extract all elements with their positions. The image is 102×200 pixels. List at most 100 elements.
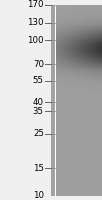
FancyBboxPatch shape [82,53,84,54]
FancyBboxPatch shape [56,132,102,133]
FancyBboxPatch shape [96,149,97,150]
FancyBboxPatch shape [78,23,79,24]
FancyBboxPatch shape [58,40,59,41]
FancyBboxPatch shape [72,31,73,32]
FancyBboxPatch shape [91,98,93,99]
FancyBboxPatch shape [63,53,64,54]
FancyBboxPatch shape [82,169,84,170]
FancyBboxPatch shape [97,187,99,188]
FancyBboxPatch shape [72,102,73,103]
FancyBboxPatch shape [65,146,67,147]
FancyBboxPatch shape [56,67,102,68]
FancyBboxPatch shape [70,46,72,47]
FancyBboxPatch shape [78,147,79,148]
FancyBboxPatch shape [73,140,75,141]
FancyBboxPatch shape [59,31,61,32]
FancyBboxPatch shape [87,11,88,12]
FancyBboxPatch shape [56,136,58,137]
FancyBboxPatch shape [100,106,102,107]
FancyBboxPatch shape [56,43,102,44]
FancyBboxPatch shape [88,127,90,128]
FancyBboxPatch shape [90,162,91,163]
FancyBboxPatch shape [59,126,61,127]
FancyBboxPatch shape [69,137,70,138]
FancyBboxPatch shape [56,89,58,90]
FancyBboxPatch shape [100,96,102,97]
FancyBboxPatch shape [100,192,102,193]
FancyBboxPatch shape [64,110,65,111]
FancyBboxPatch shape [96,114,97,115]
FancyBboxPatch shape [64,99,65,100]
FancyBboxPatch shape [90,49,91,50]
FancyBboxPatch shape [90,175,91,176]
FancyBboxPatch shape [59,143,61,144]
FancyBboxPatch shape [94,12,96,13]
FancyBboxPatch shape [97,192,99,193]
FancyBboxPatch shape [61,96,63,97]
FancyBboxPatch shape [61,139,63,140]
FancyBboxPatch shape [96,29,97,30]
FancyBboxPatch shape [96,91,97,92]
FancyBboxPatch shape [85,138,87,139]
FancyBboxPatch shape [93,106,94,107]
FancyBboxPatch shape [65,154,67,155]
FancyBboxPatch shape [91,109,93,110]
FancyBboxPatch shape [61,47,63,48]
FancyBboxPatch shape [59,155,61,156]
FancyBboxPatch shape [91,18,93,19]
FancyBboxPatch shape [82,92,84,93]
FancyBboxPatch shape [94,45,96,46]
FancyBboxPatch shape [58,159,59,160]
FancyBboxPatch shape [87,132,88,133]
FancyBboxPatch shape [84,105,85,106]
FancyBboxPatch shape [90,69,91,70]
FancyBboxPatch shape [58,158,59,159]
FancyBboxPatch shape [76,36,78,37]
FancyBboxPatch shape [81,136,82,137]
FancyBboxPatch shape [69,21,70,22]
FancyBboxPatch shape [61,146,63,147]
FancyBboxPatch shape [97,120,99,121]
FancyBboxPatch shape [58,77,59,78]
FancyBboxPatch shape [94,75,96,76]
FancyBboxPatch shape [76,170,78,171]
FancyBboxPatch shape [79,81,81,82]
FancyBboxPatch shape [59,160,61,161]
FancyBboxPatch shape [75,170,76,171]
FancyBboxPatch shape [69,78,70,79]
FancyBboxPatch shape [69,188,70,189]
FancyBboxPatch shape [75,40,76,41]
FancyBboxPatch shape [87,97,88,98]
FancyBboxPatch shape [96,21,97,22]
FancyBboxPatch shape [99,108,100,109]
FancyBboxPatch shape [72,89,73,90]
FancyBboxPatch shape [87,142,88,143]
FancyBboxPatch shape [78,153,79,154]
FancyBboxPatch shape [58,57,59,58]
FancyBboxPatch shape [75,163,76,164]
FancyBboxPatch shape [97,102,99,103]
FancyBboxPatch shape [100,157,102,158]
FancyBboxPatch shape [65,132,67,133]
FancyBboxPatch shape [93,160,94,161]
FancyBboxPatch shape [78,55,79,56]
FancyBboxPatch shape [87,177,88,178]
FancyBboxPatch shape [93,152,94,153]
FancyBboxPatch shape [69,25,70,26]
FancyBboxPatch shape [56,48,102,49]
FancyBboxPatch shape [67,179,69,180]
FancyBboxPatch shape [76,44,78,45]
FancyBboxPatch shape [96,126,97,127]
FancyBboxPatch shape [61,93,63,94]
FancyBboxPatch shape [56,174,58,175]
FancyBboxPatch shape [81,180,82,181]
FancyBboxPatch shape [76,157,78,158]
FancyBboxPatch shape [91,145,93,146]
FancyBboxPatch shape [59,50,61,51]
FancyBboxPatch shape [90,92,91,93]
FancyBboxPatch shape [87,182,88,183]
FancyBboxPatch shape [56,93,58,94]
FancyBboxPatch shape [78,9,79,10]
FancyBboxPatch shape [93,50,94,51]
FancyBboxPatch shape [87,94,88,95]
